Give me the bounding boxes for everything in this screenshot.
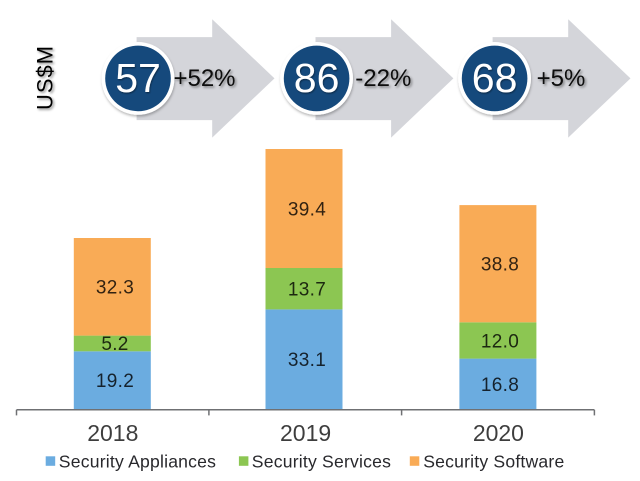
svg-text:12.0: 12.0 [481,331,519,352]
svg-text:57: 57 [115,55,161,101]
svg-text:19.2: 19.2 [96,371,134,392]
svg-text:39.4: 39.4 [288,200,326,221]
svg-text:2020: 2020 [473,420,524,446]
svg-text:16.8: 16.8 [481,375,519,396]
svg-text:2019: 2019 [280,420,331,446]
svg-text:+5%: +5% [537,65,586,92]
svg-text:86: 86 [294,55,340,101]
svg-text:5.2: 5.2 [101,334,128,355]
svg-text:2018: 2018 [87,420,138,446]
svg-text:33.1: 33.1 [288,350,326,371]
svg-text:32.3: 32.3 [96,277,134,298]
svg-text:Security Appliances: Security Appliances [59,452,216,472]
svg-text:+52%: +52% [173,65,235,92]
svg-text:US$M: US$M [33,45,58,110]
svg-text:Security Software: Security Software [423,452,564,472]
svg-text:Security Services: Security Services [252,452,391,472]
svg-text:68: 68 [472,55,518,101]
svg-text:38.8: 38.8 [481,255,519,276]
svg-text:-22%: -22% [355,65,411,92]
svg-text:13.7: 13.7 [288,280,326,301]
